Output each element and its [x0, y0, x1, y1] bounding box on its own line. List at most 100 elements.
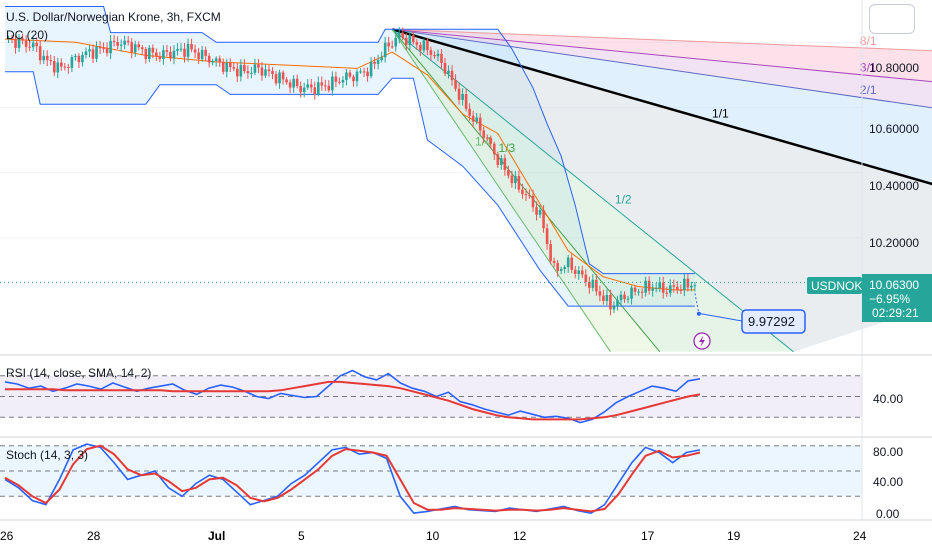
- candle-body: [588, 282, 591, 288]
- candle-body: [341, 79, 345, 83]
- candle-body: [169, 51, 172, 59]
- donchian-basis: [4, 38, 695, 291]
- candle-body: [359, 71, 362, 73]
- candle-body: [521, 189, 524, 195]
- candle-body: [84, 51, 88, 56]
- candle-body: [320, 82, 324, 86]
- candle-body: [345, 72, 348, 80]
- price-annotations: [0, 281, 807, 322]
- candle-body: [239, 64, 243, 77]
- stoch-label[interactable]: Stoch (14, 3, 3): [6, 448, 89, 462]
- gann-label-8-1: 8/1: [860, 34, 877, 48]
- candle-body: [42, 55, 46, 61]
- symbol-tag: USDNOK: [811, 279, 862, 293]
- candle-body: [429, 50, 433, 55]
- time-tick: 28: [87, 529, 101, 543]
- candle-body: [623, 294, 626, 300]
- projection-point: [696, 311, 701, 316]
- candle-body: [313, 87, 317, 95]
- time-tick: 17: [641, 529, 655, 543]
- candle-body: [524, 194, 528, 196]
- candle-body: [91, 49, 95, 59]
- candle-body: [246, 71, 250, 74]
- candle-body: [56, 62, 60, 73]
- candle-body: [130, 42, 134, 53]
- candle-body: [253, 64, 257, 73]
- candle-body: [373, 61, 376, 64]
- candle-body: [200, 49, 204, 60]
- candle-body: [292, 78, 295, 88]
- stoch-pane[interactable]: [0, 443, 862, 514]
- candle-body: [542, 210, 545, 229]
- rsi-pane[interactable]: [0, 369, 862, 424]
- candle-body: [98, 46, 102, 49]
- candle-body: [556, 262, 559, 271]
- price-axis[interactable]: 10.80000 10.60000 10.40000 10.20000: [869, 61, 919, 250]
- candle-body: [218, 58, 222, 62]
- candle-body: [443, 62, 447, 74]
- time-axis[interactable]: 26 28 Jul 5 10 12 17 19 24: [0, 529, 867, 543]
- lightning-icon[interactable]: [693, 332, 711, 350]
- chart-menu-button[interactable]: [869, 4, 915, 34]
- gann-label-2-1: 2/1: [860, 83, 877, 97]
- candle-body: [348, 72, 352, 77]
- candle-body: [316, 82, 320, 95]
- candle-body: [302, 87, 306, 93]
- candle-body: [207, 55, 211, 63]
- candle-body: [197, 52, 200, 60]
- candle-body: [14, 39, 17, 48]
- candle-body: [380, 57, 383, 61]
- candle-body: [38, 46, 42, 61]
- gann-fan-fills: [392, 29, 932, 352]
- candle-body: [545, 228, 549, 245]
- candle-body: [591, 279, 595, 288]
- candle-body: [563, 267, 566, 270]
- candle-body: [366, 71, 369, 77]
- donchian-indicator-label[interactable]: DC (20): [6, 28, 49, 42]
- candle-body: [626, 298, 630, 300]
- stoch-tick: 80.00: [873, 445, 903, 459]
- price-tick: 10.80000: [869, 61, 919, 75]
- gann-angle-8-1: [392, 28, 932, 52]
- candle-body: [183, 48, 186, 57]
- candle-body: [49, 60, 53, 62]
- candle-body: [214, 58, 218, 61]
- candle-body: [602, 295, 605, 301]
- candle-body: [461, 93, 464, 100]
- candle-body: [250, 72, 253, 74]
- projection-callout[interactable]: 9.97292: [741, 309, 806, 334]
- candle-body: [478, 117, 482, 131]
- candle-body: [28, 46, 31, 48]
- candle-body: [81, 55, 84, 63]
- candlestick-series[interactable]: [7, 27, 697, 316]
- candle-body: [338, 81, 341, 83]
- time-tick: 12: [513, 529, 527, 543]
- candle-body: [573, 269, 577, 274]
- chart-title[interactable]: U.S. Dollar/Norwegian Krone, 3h, FXCM: [6, 10, 221, 24]
- candle-body: [679, 289, 683, 291]
- gann-label-1-1: 1/1: [712, 106, 729, 120]
- candle-body: [331, 76, 334, 91]
- candle-body: [676, 286, 679, 290]
- candle-body: [77, 55, 81, 63]
- candle-body: [422, 40, 426, 51]
- stoch-band: [0, 445, 862, 497]
- candle-body: [60, 62, 63, 67]
- candle-body: [140, 47, 144, 50]
- candle-body: [299, 86, 302, 93]
- symbol-tag-bg: [807, 277, 862, 294]
- candle-body: [566, 257, 570, 268]
- candle-body: [584, 274, 588, 283]
- candle-body: [468, 108, 471, 116]
- rsi-label[interactable]: RSI (14, close, SMA, 14, 2): [6, 366, 152, 380]
- candle-body: [401, 32, 405, 38]
- candle-body: [232, 67, 236, 69]
- candle-body: [211, 60, 214, 63]
- candle-body: [517, 176, 521, 190]
- candle-body: [179, 48, 183, 50]
- candle-body: [644, 280, 647, 293]
- candle-body: [334, 76, 338, 82]
- candle-body: [668, 285, 672, 293]
- gann-label-1-2: 1/2: [615, 193, 632, 207]
